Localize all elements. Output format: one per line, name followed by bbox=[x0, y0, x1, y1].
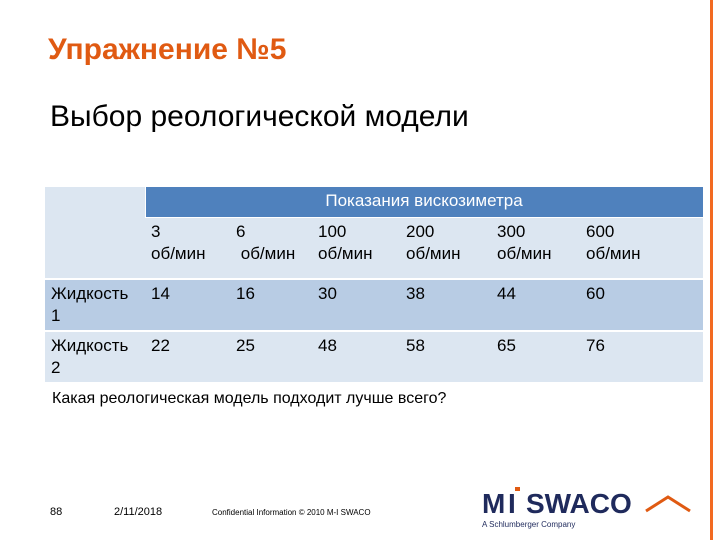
column-header-speed: 300 bbox=[497, 222, 526, 241]
row-label-text: Жидкость bbox=[51, 284, 129, 303]
row-label: Жидкость 2 bbox=[45, 331, 145, 382]
footer-date: 2/11/2018 bbox=[114, 506, 163, 518]
svg-text:M: M bbox=[482, 488, 505, 519]
column-header-speed: 100 bbox=[318, 222, 347, 241]
column-header-3: 3 об/мин bbox=[145, 217, 230, 280]
table-row: Жидкость 1 14 16 30 38 44 60 bbox=[45, 279, 704, 332]
column-header-speed: 3 bbox=[151, 222, 161, 241]
page-number: 88 bbox=[50, 506, 63, 518]
slide-title: Упражнение №5 bbox=[48, 33, 287, 66]
table-cell: 65 bbox=[491, 331, 580, 382]
table-header-empty bbox=[45, 217, 145, 280]
table-cell: 76 bbox=[580, 331, 704, 382]
table-cell: 25 bbox=[230, 331, 312, 382]
column-header-unit: об/мин bbox=[586, 244, 641, 263]
column-header-unit: об/мин bbox=[406, 244, 461, 263]
column-header-unit: об/мин bbox=[151, 244, 206, 263]
svg-text:I: I bbox=[508, 488, 516, 519]
column-header-unit: об/мин bbox=[497, 244, 552, 263]
column-header-200: 200 об/мин bbox=[400, 217, 491, 280]
column-header-speed: 600 bbox=[586, 222, 615, 241]
row-label-number: 1 bbox=[51, 306, 61, 325]
question-text: Какая реологическая модель подходит лучш… bbox=[52, 390, 447, 407]
footer-confidential: Confidential Information © 2010 M-I SWAC… bbox=[212, 508, 371, 517]
table-cell: 38 bbox=[400, 279, 491, 332]
table-cell: 16 bbox=[230, 279, 312, 332]
table-cell: 48 bbox=[312, 331, 400, 382]
column-header-6: 6 об/мин bbox=[230, 217, 312, 280]
row-label-text: Жидкость bbox=[51, 336, 129, 355]
logo-tagline: A Schlumberger Company bbox=[482, 520, 575, 529]
table-header-row: 3 об/мин 6 об/мин 100 об/мин 200 об/мин 300… bbox=[45, 217, 704, 280]
column-header-unit: об/мин bbox=[240, 244, 296, 263]
table-group-header-row: Показания вискозиметра bbox=[45, 186, 704, 218]
column-header-speed: 6 bbox=[236, 222, 246, 241]
column-header-600: 600 об/мин bbox=[580, 217, 704, 280]
table-corner-cell bbox=[45, 186, 145, 218]
column-header-speed: 200 bbox=[406, 222, 435, 241]
viscometer-table: Показания вискозиметра 3 об/мин 6 об/мин … bbox=[45, 186, 704, 382]
column-header-300: 300 об/мин bbox=[491, 217, 580, 280]
table-group-header: Показания вискозиметра bbox=[144, 186, 704, 218]
table-cell: 60 bbox=[580, 279, 704, 332]
table-cell: 44 bbox=[491, 279, 580, 332]
column-header-unit: об/мин bbox=[318, 244, 373, 263]
slide-subtitle: Выбор реологической модели bbox=[50, 100, 469, 133]
table-cell: 58 bbox=[400, 331, 491, 382]
table-cell: 30 bbox=[312, 279, 400, 332]
accent-rule bbox=[710, 0, 713, 540]
table-cell: 14 bbox=[145, 279, 230, 332]
row-label: Жидкость 1 bbox=[45, 279, 145, 332]
table-row: Жидкость 2 22 25 48 58 65 76 bbox=[45, 331, 704, 382]
company-logo: M I SWACO A Schlumberger Company bbox=[482, 487, 691, 529]
column-header-100: 100 об/мин bbox=[312, 217, 400, 280]
svg-text:SWACO: SWACO bbox=[526, 488, 632, 519]
table-cell: 22 bbox=[145, 331, 230, 382]
row-label-number: 2 bbox=[51, 358, 61, 377]
